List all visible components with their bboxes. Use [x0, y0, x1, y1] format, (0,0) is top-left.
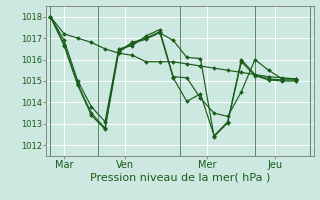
- X-axis label: Pression niveau de la mer( hPa ): Pression niveau de la mer( hPa ): [90, 173, 270, 183]
